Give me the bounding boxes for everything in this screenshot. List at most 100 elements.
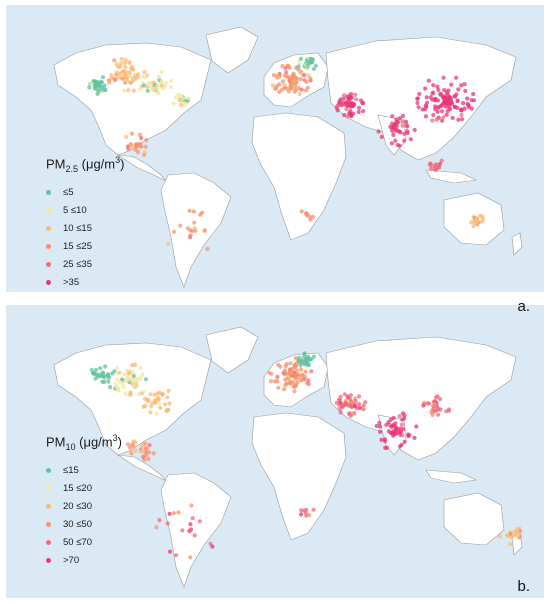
station-dot	[354, 97, 359, 102]
station-dot	[152, 392, 157, 397]
station-dot	[127, 445, 132, 450]
station-dot	[345, 114, 350, 119]
station-dot	[302, 354, 307, 359]
station-dot	[191, 209, 196, 214]
pm10-legend: PM10 (μg/m3) ≤15 15 ≤20 20 ≤30 30 ≤50 50…	[46, 433, 122, 570]
station-dot	[268, 379, 274, 384]
station-dot	[400, 113, 406, 119]
station-dot	[363, 400, 368, 405]
pm25-legend-title: PM2.5 (μg/m3)	[46, 155, 125, 174]
station-dot	[150, 87, 155, 92]
station-dot	[92, 79, 97, 84]
station-dot	[310, 59, 315, 64]
station-dot	[188, 527, 194, 532]
station-dot	[400, 119, 405, 124]
station-dot	[131, 88, 136, 93]
station-dot	[275, 379, 280, 384]
station-dot	[349, 404, 354, 409]
legend-item: 50 ≤70	[46, 534, 122, 552]
station-dot	[276, 385, 281, 390]
station-dot	[345, 103, 350, 108]
station-dot	[337, 100, 342, 105]
station-dot	[469, 220, 474, 225]
station-dot	[397, 116, 402, 121]
station-dot	[154, 411, 159, 416]
legend-label: >70	[63, 555, 80, 567]
station-dot	[402, 416, 407, 421]
station-dot	[145, 84, 150, 89]
station-dot	[298, 56, 304, 61]
station-dot	[414, 424, 419, 429]
station-dot	[359, 98, 364, 103]
station-dot	[138, 143, 143, 148]
station-dot	[433, 106, 438, 112]
station-dot	[114, 366, 119, 371]
station-dot	[171, 511, 176, 516]
station-dot	[127, 70, 132, 75]
greenland-landmass	[205, 26, 259, 74]
landmasses	[53, 326, 523, 588]
station-dot	[178, 97, 183, 103]
station-dot	[304, 79, 309, 84]
station-dot	[311, 214, 316, 219]
station-dot	[292, 384, 297, 389]
station-dot	[186, 96, 191, 101]
station-dot	[126, 88, 131, 93]
station-dot	[106, 78, 112, 83]
station-dot	[296, 64, 301, 69]
station-dot	[298, 70, 303, 75]
station-dot	[390, 129, 396, 134]
station-dot	[471, 91, 476, 97]
station-dot	[304, 507, 309, 512]
station-dot	[296, 358, 301, 363]
station-dot	[138, 87, 143, 92]
station-dot	[426, 78, 431, 83]
station-dot	[438, 396, 443, 402]
station-dot	[308, 76, 313, 81]
greenland-landmass	[205, 326, 259, 374]
station-dot	[122, 372, 127, 377]
new-zealand-landmass	[511, 232, 523, 256]
station-dot	[338, 407, 343, 412]
station-dot	[447, 94, 452, 99]
station-dot	[108, 385, 113, 390]
station-dot	[88, 81, 93, 86]
station-dot	[480, 219, 485, 224]
station-dot	[348, 393, 353, 398]
station-dot	[180, 528, 185, 533]
station-dot	[353, 92, 358, 97]
station-dot	[423, 86, 428, 91]
station-dot	[298, 363, 303, 368]
indonesia-landmass	[425, 169, 478, 184]
station-dot	[287, 65, 292, 70]
station-dot	[400, 422, 405, 427]
station-dot	[383, 445, 388, 450]
station-dot	[308, 217, 313, 222]
station-dot	[93, 367, 99, 372]
africa-landmass	[251, 412, 347, 541]
station-dot	[402, 138, 407, 143]
station-dot	[436, 87, 441, 93]
station-dot	[400, 411, 406, 416]
station-dot	[311, 354, 316, 359]
station-dot	[102, 88, 107, 93]
station-dot	[431, 90, 436, 95]
station-dot	[440, 118, 445, 123]
legend-swatch	[46, 504, 51, 510]
station-dot	[137, 132, 142, 137]
station-dot	[444, 112, 449, 117]
station-dot	[398, 429, 403, 435]
station-dot	[293, 84, 298, 89]
station-dot	[192, 533, 197, 538]
station-dot	[143, 446, 148, 451]
station-dot	[187, 208, 192, 213]
station-dot	[143, 396, 148, 401]
station-dot	[394, 425, 399, 430]
station-dot	[433, 98, 438, 103]
station-dot	[431, 112, 436, 118]
station-dot	[165, 521, 170, 526]
station-dot	[404, 119, 409, 124]
station-dot	[179, 93, 184, 99]
station-dot	[167, 401, 172, 406]
station-dot	[436, 115, 441, 120]
